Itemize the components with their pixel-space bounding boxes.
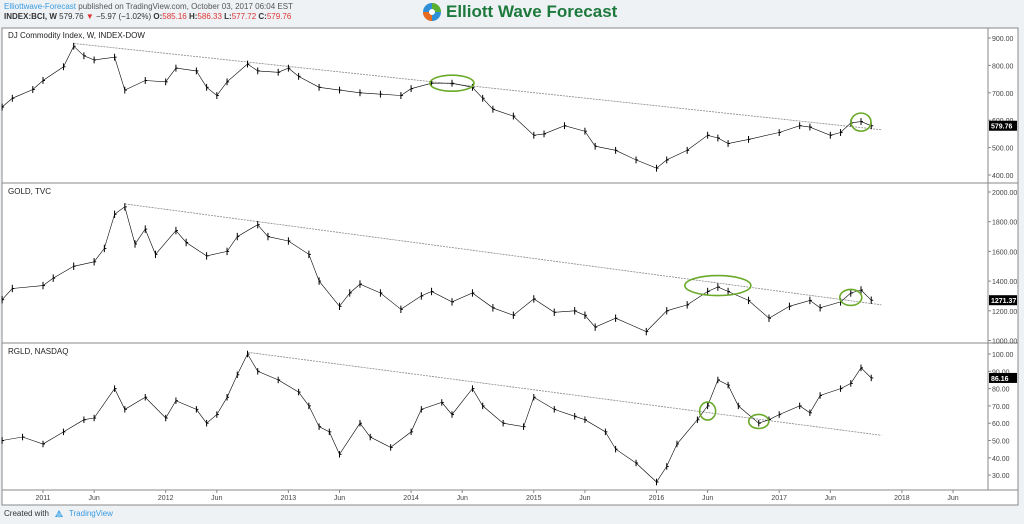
x-tick-label: Jun bbox=[579, 495, 590, 502]
down-arrow-icon: ▼ bbox=[85, 12, 94, 21]
y-tick-label: 400.00 bbox=[992, 173, 1014, 180]
last-price-label: 86.16 bbox=[991, 376, 1009, 383]
y-tick-label: 70.00 bbox=[992, 404, 1010, 411]
high-value: 586.33 bbox=[197, 12, 222, 21]
x-tick-label: Jun bbox=[702, 495, 713, 502]
published-text: published on TradingView.com, October 03… bbox=[78, 2, 293, 11]
y-tick-label: 40.00 bbox=[992, 456, 1010, 463]
tradingview-cloud-icon bbox=[54, 510, 63, 518]
x-tick-label: Jun bbox=[457, 495, 468, 502]
created-with-text: Created with bbox=[4, 509, 49, 518]
highlight-ellipse bbox=[698, 401, 717, 421]
pane-title-rgld: RGLD, NASDAQ bbox=[8, 347, 68, 356]
elliott-wave-forecast-logo: Elliott Wave Forecast bbox=[422, 2, 617, 22]
last-price-label: 1271.37 bbox=[991, 298, 1016, 305]
last-price: 579.76 bbox=[59, 12, 84, 21]
highlight-ellipse bbox=[429, 74, 475, 93]
high-label: H: bbox=[188, 12, 198, 21]
highlight-ellipse bbox=[838, 288, 863, 307]
author-link[interactable]: Elliottwave-Forecast bbox=[4, 2, 77, 11]
x-tick-label: 2013 bbox=[281, 495, 297, 502]
logo-text: Elliott Wave Forecast bbox=[446, 2, 618, 21]
x-tick-label: 2016 bbox=[649, 495, 665, 502]
y-tick-label: 30.00 bbox=[992, 473, 1010, 480]
close-value: 579.76 bbox=[266, 12, 292, 21]
symbol-info: INDEX:BCI, W 579.76 ▼ −5.97 (−1.02%) O:5… bbox=[4, 12, 291, 21]
x-tick-label: Jun bbox=[947, 495, 958, 502]
low-label: L: bbox=[224, 12, 232, 21]
y-tick-label: 1000.00 bbox=[992, 339, 1017, 346]
x-tick-label: 2018 bbox=[894, 495, 910, 502]
x-tick-label: 2015 bbox=[526, 495, 542, 502]
y-tick-label: 1800.00 bbox=[992, 220, 1017, 227]
x-tick-label: 2012 bbox=[158, 495, 174, 502]
y-tick-label: 700.00 bbox=[992, 91, 1014, 98]
symbol-label: INDEX:BCI, W bbox=[4, 12, 57, 21]
trendline bbox=[73, 43, 882, 131]
pane-title-gold: GOLD, TVC bbox=[8, 187, 51, 196]
price-change: −5.97 (−1.02%) bbox=[95, 12, 152, 21]
trendline bbox=[124, 203, 882, 306]
y-tick-label: 1400.00 bbox=[992, 279, 1017, 286]
x-tick-label: 2011 bbox=[35, 495, 50, 502]
y-tick-label: 60.00 bbox=[992, 421, 1010, 428]
y-tick-label: 100.00 bbox=[992, 352, 1014, 359]
highlight-ellipse bbox=[684, 274, 752, 297]
y-tick-label: 800.00 bbox=[992, 63, 1014, 70]
chart-frame bbox=[1, 27, 1019, 506]
low-value: 577.72 bbox=[231, 12, 257, 21]
x-tick-label: Jun bbox=[88, 495, 99, 502]
y-tick-label: 2000.00 bbox=[992, 190, 1017, 197]
last-price-tag bbox=[989, 120, 1017, 131]
y-tick-label: 80.00 bbox=[992, 387, 1010, 394]
y-tick-label: 900.00 bbox=[992, 36, 1014, 43]
y-tick-label: 90.00 bbox=[992, 369, 1010, 376]
y-tick-label: 1200.00 bbox=[992, 309, 1017, 316]
last-price-label: 579.76 bbox=[991, 124, 1013, 131]
logo-swirl-icon bbox=[423, 3, 441, 21]
close-label: C: bbox=[258, 12, 267, 21]
trendline bbox=[247, 351, 882, 436]
price-line bbox=[1, 45, 872, 169]
price-line bbox=[1, 206, 872, 332]
y-tick-label: 500.00 bbox=[992, 146, 1014, 153]
tradingview-link[interactable]: TradingView bbox=[68, 509, 113, 518]
y-tick-label: 50.00 bbox=[992, 439, 1010, 446]
footer: Created with TradingView bbox=[4, 509, 113, 518]
highlight-ellipse bbox=[850, 112, 872, 132]
x-tick-label: 2017 bbox=[771, 495, 787, 502]
pane-title-djci: DJ Commodity Index, W, INDEX-DOW bbox=[8, 31, 145, 40]
y-tick-label: 1600.00 bbox=[992, 249, 1017, 256]
open-label: O: bbox=[153, 12, 163, 21]
last-price-tag bbox=[989, 372, 1017, 383]
x-tick-label: Jun bbox=[825, 495, 836, 502]
open-value: 585.16 bbox=[162, 12, 187, 21]
highlight-ellipse bbox=[747, 413, 770, 430]
x-tick-label: 2014 bbox=[403, 495, 419, 502]
publish-info: Elliottwave-Forecast published on Tradin… bbox=[4, 2, 293, 11]
x-tick-label: Jun bbox=[334, 495, 345, 502]
price-line bbox=[2, 353, 872, 483]
x-tick-label: Jun bbox=[211, 495, 222, 502]
last-price-tag bbox=[989, 295, 1017, 306]
